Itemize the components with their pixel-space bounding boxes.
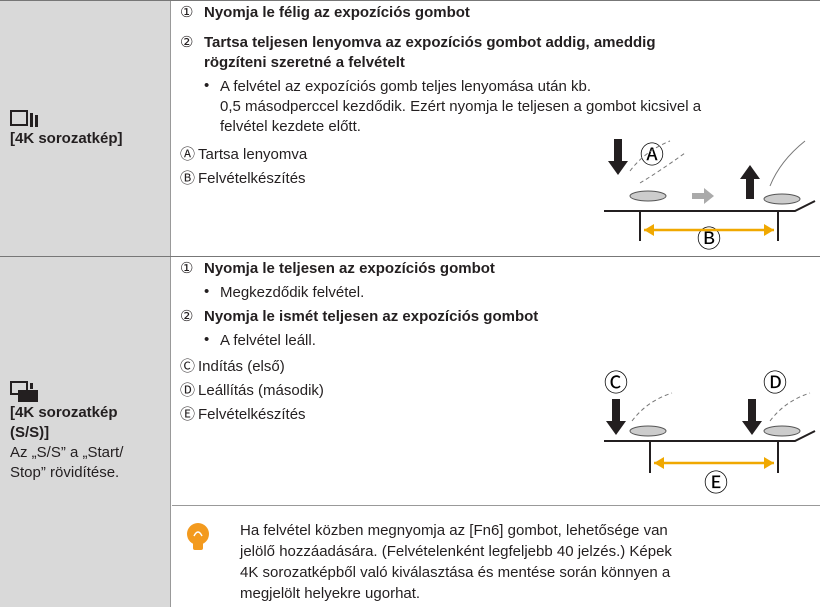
mode-cell: [4K sorozatkép (S/S)] Az „S/S” a „Start/St… [0, 257, 171, 607]
tip-text: Ha felvétel közben megnyomja az [Fn6] go… [240, 520, 672, 604]
legend-item: Ⓐ Tartsa lenyomva [180, 143, 820, 167]
legend-text: Felvételkészítés [198, 406, 306, 423]
bullet-text: A felvétel leáll. [220, 332, 316, 349]
desc-cell: ① Nyomja le teljesen az expozíciós gombot… [172, 257, 820, 607]
step: ① Nyomja le teljesen az expozíciós gombot [180, 259, 820, 279]
row: [4K sorozatkép (S/S)] Az „S/S” a „Start/St… [0, 256, 820, 607]
legend-text: Indítás (első) [198, 358, 285, 375]
legend-text: Leállítás (második) [198, 382, 324, 399]
step-text: Nyomja le félig az expozíciós gombot [204, 4, 470, 21]
mode-note: Stop” rövidítése. [10, 464, 120, 481]
legend-item: Ⓓ Leállítás (második) [180, 379, 820, 403]
diagram: Ⓐ Ⓑ [604, 139, 816, 253]
legend: Ⓐ Tartsa lenyomva Ⓑ Felvételkészítés [180, 143, 820, 191]
legend-letter: Ⓓ [180, 382, 196, 399]
step-number: ① [180, 4, 194, 21]
bullet: • A felvétel leáll. [180, 331, 820, 351]
diagram-letter: Ⓒ [604, 370, 628, 397]
bullet: • A felvétel az expozíciós gomb teljes le… [180, 77, 820, 137]
mode-icon [10, 381, 38, 402]
bullet: • Megkezdődik felvétel. [180, 283, 820, 303]
step-number: ② [180, 34, 194, 51]
mode-cell: [4K sorozatkép] [0, 1, 171, 257]
bullet-symbol: • [204, 77, 210, 94]
diagram-letter: Ⓐ [640, 142, 664, 169]
mode-label: (S/S)] [10, 424, 50, 441]
step: ① Nyomja le félig az expozíciós gombot [180, 3, 820, 23]
legend-text: Felvételkészítés [198, 170, 306, 187]
step-text: Tartsa teljesen lenyomva az expozíciós g… [204, 34, 656, 51]
bullet-text: felvétel kezdete előtt. [220, 118, 361, 135]
legend-letter: Ⓑ [180, 170, 196, 187]
bullet-symbol: • [204, 283, 210, 300]
legend-letter: Ⓐ [180, 146, 196, 163]
step-text: Nyomja le ismét teljesen az expozíciós g… [204, 308, 539, 325]
step: ② Tartsa teljesen lenyomva az expozíciós … [180, 33, 820, 73]
step: ② Nyomja le ismét teljesen az expozíciós … [180, 307, 820, 327]
tip-line: jelölő hozzáadására. (Felvételenként leg… [240, 543, 672, 560]
tip: Ha felvétel közben megnyomja az [Fn6] go… [172, 505, 820, 607]
tip-line: 4K sorozatképből való kiválasztása és me… [240, 564, 671, 581]
legend-text: Tartsa lenyomva [198, 146, 308, 163]
tip-line: Ha felvétel közben megnyomja az [Fn6] go… [240, 522, 668, 539]
desc-cell: ① Nyomja le félig az expozíciós gombot ② Ta… [172, 1, 820, 257]
bullet-text: 0,5 másodperccel kezdődik. Ezért nyomja … [220, 98, 702, 115]
step-number: ① [180, 260, 194, 277]
bullet-symbol: • [204, 331, 210, 348]
mode-label: [4K sorozatkép] [10, 130, 123, 147]
legend-letter: Ⓒ [180, 358, 196, 375]
mode-icon [10, 110, 38, 127]
mode-note: Az „S/S” a „Start/ [10, 444, 124, 461]
mode-label: [4K sorozatkép [10, 404, 118, 421]
bullet-text: Megkezdődik felvétel. [220, 284, 365, 301]
tip-icon [187, 523, 209, 550]
legend: Ⓒ Indítás (első) Ⓓ Leállítás (második) Ⓔ Felv… [180, 355, 820, 427]
step-text: rögzíteni szeretné a felvételt [204, 54, 405, 71]
diagram-letter: Ⓓ [763, 370, 787, 397]
step-number: ② [180, 308, 194, 325]
step-text: Nyomja le teljesen az expozíciós gombot [204, 260, 495, 277]
tip-line: megjelölt helyekre ugorhat. [240, 585, 421, 602]
diagram: Ⓒ Ⓓ Ⓔ [604, 370, 816, 497]
legend-item: Ⓑ Felvételkészítés [180, 167, 820, 191]
legend-letter: Ⓔ [180, 406, 196, 423]
legend-item: Ⓔ Felvételkészítés [180, 403, 820, 427]
diagram-letter: Ⓔ [704, 470, 728, 497]
legend-item: Ⓒ Indítás (első) [180, 355, 820, 379]
row: [4K sorozatkép] ① Nyomja le félig az expo… [0, 0, 820, 257]
bullet-text: A felvétel az expozíciós gomb teljes len… [220, 78, 592, 95]
